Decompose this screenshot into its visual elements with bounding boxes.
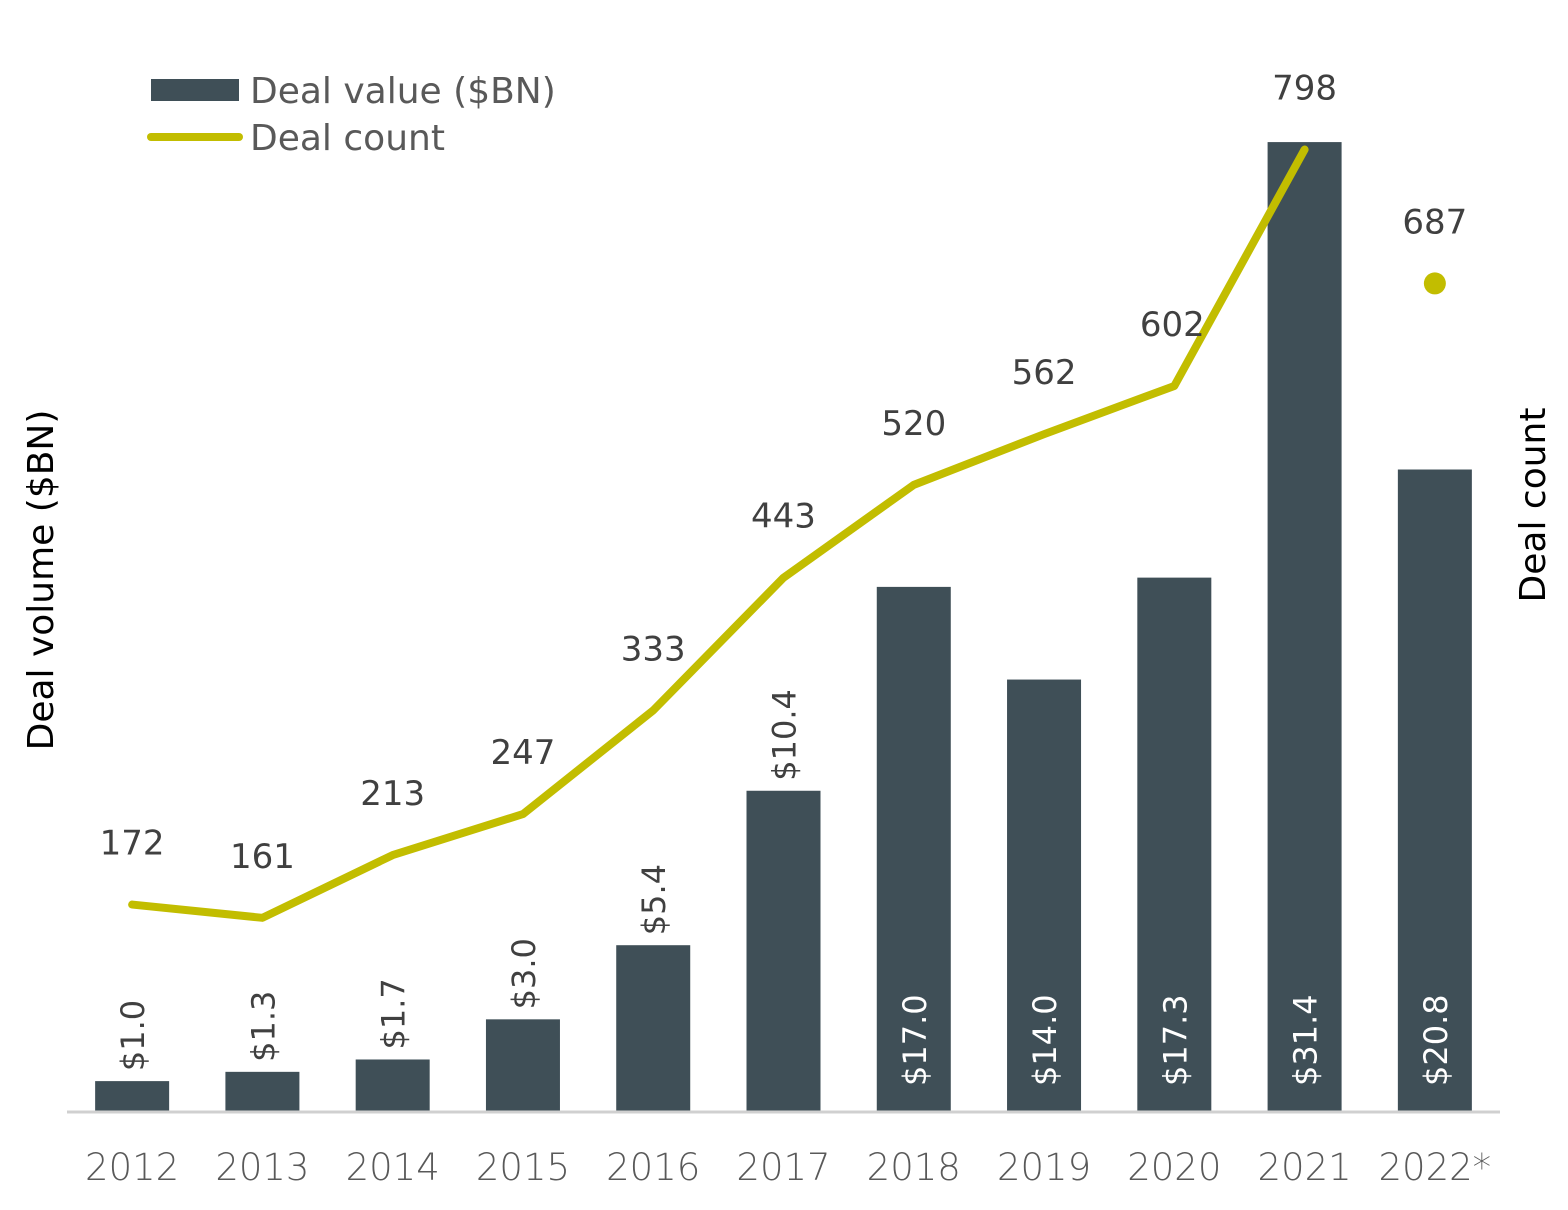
x-tick-label: 2021 (1258, 1146, 1352, 1189)
count-label: 602 (1140, 305, 1205, 345)
x-tick-label: 2013 (215, 1146, 309, 1189)
bar-value-label: $17.0 (896, 994, 934, 1086)
count-label: 798 (1272, 69, 1337, 109)
bar-value-label: $17.3 (1156, 994, 1194, 1086)
bar (225, 1071, 300, 1112)
deal-count-marker (1423, 272, 1446, 295)
bar (746, 790, 821, 1112)
legend-swatch-bar (151, 79, 239, 101)
x-tick-label: 2016 (606, 1146, 700, 1189)
bar-value-label: $1.0 (114, 1000, 152, 1071)
bar (95, 1081, 170, 1112)
legend: Deal value ($BN) Deal count (147, 71, 556, 159)
x-tick-label: 2012 (85, 1146, 179, 1189)
x-tick-labels: 2012 2013 2014 2015 2016 2017 2018 2019 2020 2021… (85, 1146, 1491, 1189)
bar (1397, 469, 1472, 1112)
count-labels: 172 161 213 247 333 443 520 562 602 798 687 (100, 69, 1468, 877)
bar (1267, 142, 1342, 1113)
legend-label-deal-value: Deal value ($BN) (250, 71, 556, 112)
bar-value-label: $1.7 (375, 978, 413, 1049)
x-tick-label: 2018 (867, 1146, 961, 1189)
bar (485, 1019, 560, 1112)
bar (616, 945, 691, 1112)
count-label: 161 (230, 837, 295, 877)
x-tick-label: 2022* (1379, 1146, 1492, 1189)
deal-count-line (128, 145, 1446, 922)
bar (1007, 679, 1082, 1112)
x-tick-label: 2015 (476, 1146, 570, 1189)
y-axis-title: Deal volume ($BN) (21, 410, 62, 751)
bar-value-label: $10.4 (766, 689, 804, 781)
count-label: 687 (1402, 202, 1467, 242)
bar (876, 586, 951, 1112)
bar-value-label: $5.4 (635, 864, 673, 935)
bars (95, 142, 1472, 1113)
count-label: 247 (491, 733, 556, 773)
x-tick-label: 2019 (997, 1146, 1091, 1189)
value-labels: $1.0 $1.3 $1.7 $3.0 $5.4 $10.4 $17.0 $14.0 $17.3… (114, 689, 1455, 1086)
y2-axis-title: Deal count (1513, 408, 1554, 603)
count-label: 443 (751, 497, 816, 537)
bar-value-label: $3.0 (505, 938, 543, 1009)
bar-value-label: $20.8 (1417, 994, 1455, 1086)
bar (355, 1059, 430, 1112)
count-label: 520 (881, 404, 946, 444)
bar-value-label: $14.0 (1026, 994, 1064, 1086)
bar-value-label: $31.4 (1287, 994, 1325, 1086)
bar (1137, 577, 1212, 1112)
x-tick-label: 2017 (736, 1146, 830, 1189)
count-label: 562 (1012, 353, 1077, 393)
x-tick-label: 2014 (346, 1146, 440, 1189)
count-label: 172 (100, 824, 165, 864)
deal-count-line-path (128, 145, 1309, 922)
x-tick-label: 2020 (1127, 1146, 1221, 1189)
legend-label-deal-count: Deal count (250, 118, 445, 159)
count-label: 213 (360, 774, 425, 814)
count-label: 333 (621, 629, 686, 669)
bar-value-label: $1.3 (244, 991, 282, 1062)
